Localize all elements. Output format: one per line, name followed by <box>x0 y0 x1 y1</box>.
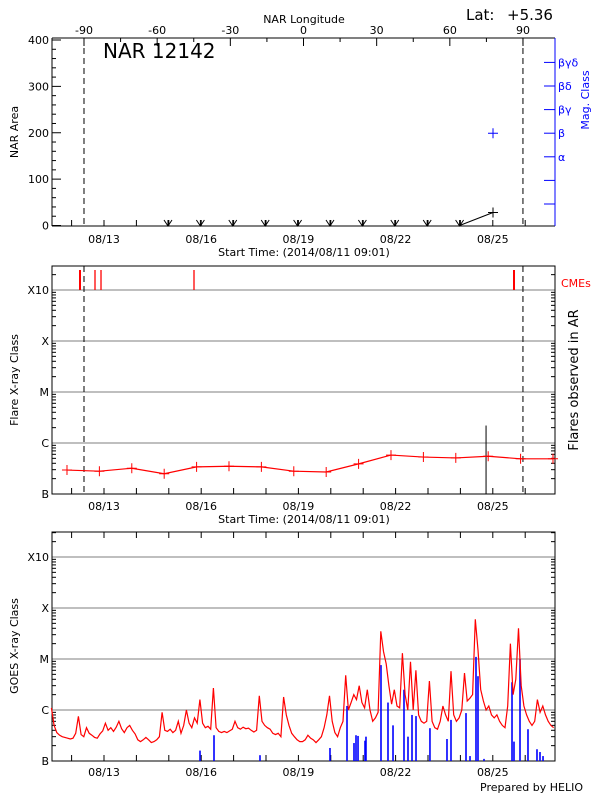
background-flux-point <box>515 453 526 464</box>
longitude-tick-label: -30 <box>221 24 239 37</box>
background-flux-point <box>418 452 429 463</box>
y-tick-label: 400 <box>28 34 49 47</box>
panel2-y-axis-label: Flare X-ray Class <box>8 334 21 426</box>
zero-area-marker <box>293 219 303 227</box>
y-tick-label: C <box>41 704 49 717</box>
zero-area-marker <box>325 219 335 227</box>
background-flux-point <box>321 467 332 477</box>
x-tick-label: 08/16 <box>185 766 217 779</box>
plot-frame <box>51 265 556 495</box>
panel3-y-axis-label: GOES X-ray Class <box>8 598 21 694</box>
zero-area-marker <box>260 219 270 227</box>
y-tick-label: X10 <box>27 284 49 297</box>
zero-area-marker <box>357 219 367 227</box>
x-tick-label: 08/19 <box>283 233 315 246</box>
y-tick-label: 200 <box>28 127 49 140</box>
y-tick-label: X <box>41 335 49 348</box>
x-tick-label: 08/16 <box>185 500 217 513</box>
mag-class-axis-label: Mag. Class <box>579 70 592 129</box>
mag-class-label: βγ <box>558 104 572 117</box>
nar-area-line <box>459 212 494 226</box>
latitude-value: +5.36 <box>507 6 553 24</box>
panel2-x-axis-label: Start Time: (2014/08/11 09:01) <box>218 513 390 526</box>
zero-area-marker <box>195 219 205 227</box>
y-tick-label: B <box>41 488 49 501</box>
mag-class-point <box>488 128 499 139</box>
background-flux-point <box>385 450 396 461</box>
background-flux-point <box>353 458 364 469</box>
background-flux-line <box>66 454 553 475</box>
background-flux-point <box>223 461 234 472</box>
background-flux-point <box>547 453 558 464</box>
background-flux-point <box>159 468 170 479</box>
x-tick-label: 08/22 <box>380 766 412 779</box>
longitude-tick-label: 0 <box>300 24 307 37</box>
latitude-label: Lat: <box>466 6 494 24</box>
y-tick-label: B <box>41 755 49 768</box>
y-tick-label: C <box>41 437 49 450</box>
longitude-tick-label: -60 <box>148 24 166 37</box>
y-tick-label: M <box>40 386 50 399</box>
background-flux-point <box>256 461 267 472</box>
y-tick-label: X10 <box>27 551 49 564</box>
x-tick-label: 08/22 <box>380 233 412 246</box>
nar-title: NAR 12142 <box>103 39 216 63</box>
longitude-tick-label: -90 <box>75 24 93 37</box>
prepared-by-credit: Prepared by HELIO <box>480 781 583 794</box>
mag-class-label: βγδ <box>558 56 579 69</box>
zero-area-marker <box>228 219 238 227</box>
x-tick-label: 08/13 <box>88 500 120 513</box>
panel1-y-axis-label: NAR Area <box>8 106 21 158</box>
longitude-tick-label: 60 <box>443 24 457 37</box>
x-tick-label: 08/19 <box>283 766 315 779</box>
plot-frame <box>51 531 556 762</box>
x-tick-label: 08/25 <box>477 500 509 513</box>
y-tick-label: 0 <box>42 220 49 233</box>
goes-long-channel-line <box>50 619 554 744</box>
x-tick-label: 08/13 <box>88 766 120 779</box>
mag-class-label: α <box>558 151 565 164</box>
background-flux-point <box>450 452 461 463</box>
flares-observed-axis-label: Flares observed in AR <box>567 309 582 450</box>
x-tick-label: 08/25 <box>477 766 509 779</box>
x-tick-label: 08/19 <box>283 500 315 513</box>
background-flux-point <box>94 466 105 477</box>
goes-xray-panel: B C M X X10 08/13 08/16 08/19 08/22 08/25 <box>27 531 556 779</box>
y-tick-label: M <box>40 653 50 666</box>
y-tick-label: 100 <box>28 173 49 186</box>
background-flux-point <box>126 463 137 474</box>
longitude-tick-label: 90 <box>516 24 530 37</box>
background-flux-point <box>483 451 494 462</box>
y-tick-label: X <box>41 602 49 615</box>
y-tick-label: 300 <box>28 80 49 93</box>
background-flux-point <box>191 461 202 472</box>
x-tick-label: 08/25 <box>477 233 509 246</box>
top-axis-label: NAR Longitude <box>263 13 345 26</box>
nar-area-point <box>488 207 499 218</box>
flare-class-panel: B C M X X10 08/13 08/16 08/19 08/22 08/25 <box>27 265 558 513</box>
zero-area-marker <box>163 219 173 227</box>
zero-area-marker <box>390 219 400 227</box>
panel1-x-axis-label: Start Time: (2014/08/11 09:01) <box>218 246 390 259</box>
x-tick-label: 08/16 <box>185 233 217 246</box>
mag-class-label: βδ <box>558 80 572 93</box>
cmes-label: CMEs <box>561 277 591 290</box>
background-flux-point <box>61 465 72 476</box>
nar-area-panel: 0 100 200 300 400 -90 -60 -30 0 30 60 90 08/13 08/16 0… <box>28 24 579 246</box>
background-flux-point <box>288 466 299 477</box>
mag-class-label: β <box>558 127 565 140</box>
longitude-tick-label: 30 <box>370 24 384 37</box>
x-tick-label: 08/22 <box>380 500 412 513</box>
x-tick-label: 08/13 <box>88 233 120 246</box>
zero-area-marker <box>422 219 432 227</box>
